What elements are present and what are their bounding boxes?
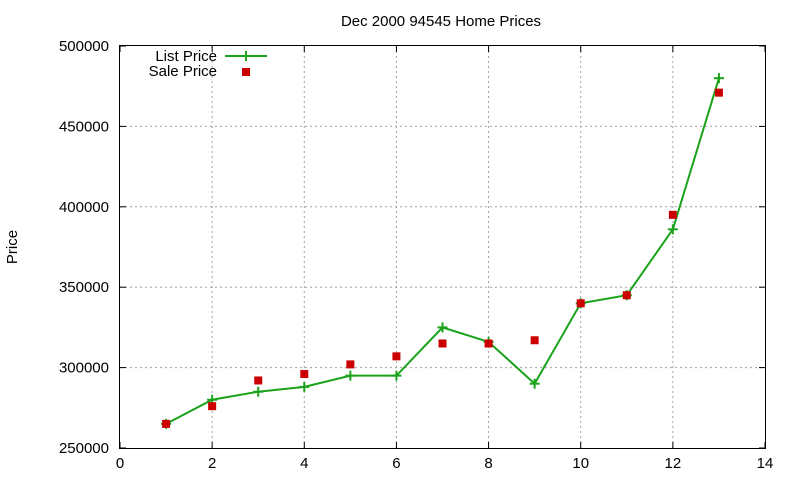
legend-label-sale-price: Sale Price [149, 63, 217, 80]
series-layer [161, 73, 724, 429]
point-list-price [253, 386, 264, 397]
x-tick-label: 4 [300, 455, 308, 472]
point-list-price [299, 381, 310, 392]
legend-marker-sale-price [242, 68, 250, 76]
point-list-price [345, 370, 356, 381]
y-tick-label: 400000 [59, 199, 109, 216]
point-list-price [529, 378, 540, 389]
point-sale-price [346, 360, 355, 369]
y-tick-label: 350000 [59, 279, 109, 296]
point-sale-price [576, 299, 585, 308]
legend-label-list-price: List Price [155, 48, 217, 65]
point-sale-price [162, 419, 171, 428]
x-tick-label: 6 [392, 455, 400, 472]
y-tick-label: 300000 [59, 360, 109, 377]
point-sale-price [438, 339, 447, 348]
point-sale-price [484, 339, 493, 348]
chart-title: Dec 2000 94545 Home Prices [341, 13, 541, 30]
y-tick-label: 500000 [59, 38, 109, 55]
y-tick-label: 250000 [59, 440, 109, 457]
x-tick-label: 2 [208, 455, 216, 472]
axis-ticks: 0 2 4 6 8 10 12 14 250000 300000 350000 400000 45000… [59, 38, 773, 472]
y-axis-label: Price [4, 230, 21, 264]
legend: List Price Sale Price [149, 48, 267, 80]
point-list-price [437, 322, 448, 333]
x-tick-label: 8 [484, 455, 492, 472]
point-sale-price [392, 352, 401, 361]
point-list-price [391, 370, 402, 381]
point-sale-price [300, 370, 309, 379]
legend-marker-list-price [241, 51, 251, 61]
point-sale-price [714, 88, 723, 97]
point-sale-price [254, 376, 263, 385]
y-tick-label: 450000 [59, 118, 109, 135]
x-tick-label: 12 [665, 455, 682, 472]
point-sale-price [668, 210, 677, 219]
point-sale-price [208, 402, 217, 411]
grid [120, 46, 765, 448]
x-tick-label: 0 [116, 455, 124, 472]
series-line-list-price [165, 77, 720, 425]
point-sale-price [530, 336, 539, 345]
point-list-price [713, 73, 724, 84]
x-tick-label: 14 [757, 455, 774, 472]
x-tick-label: 10 [572, 455, 589, 472]
point-list-price [667, 224, 678, 235]
plot-frame [119, 45, 766, 449]
point-sale-price [622, 291, 631, 300]
